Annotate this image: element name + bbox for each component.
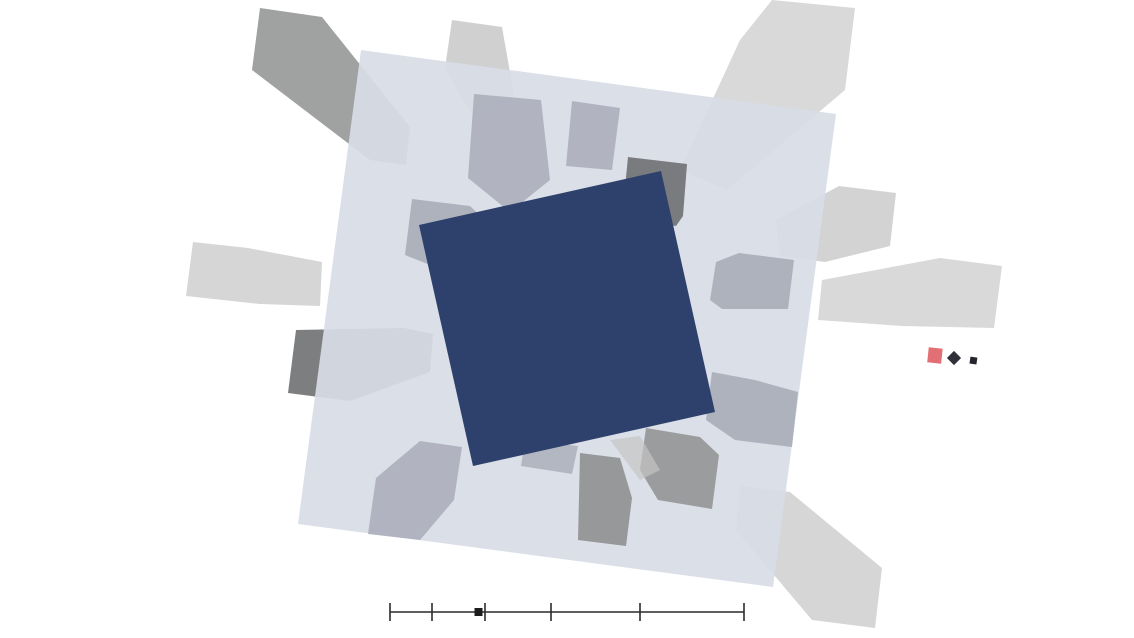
timeline-hit-area[interactable] — [386, 600, 748, 624]
block — [368, 441, 462, 540]
small-dark-block-icon[interactable] — [969, 356, 978, 365]
block — [710, 253, 794, 309]
dark-diamond-icon[interactable] — [946, 350, 962, 366]
block — [818, 258, 1002, 328]
block — [468, 94, 550, 212]
block — [578, 453, 632, 546]
hud-icons — [927, 347, 978, 366]
block — [186, 242, 322, 306]
block — [640, 428, 719, 509]
block — [610, 436, 660, 480]
block — [706, 372, 798, 447]
pink-block-icon[interactable] — [927, 347, 943, 364]
player-block[interactable] — [419, 171, 715, 466]
block — [566, 101, 620, 170]
timeline-handle[interactable] — [474, 608, 483, 616]
